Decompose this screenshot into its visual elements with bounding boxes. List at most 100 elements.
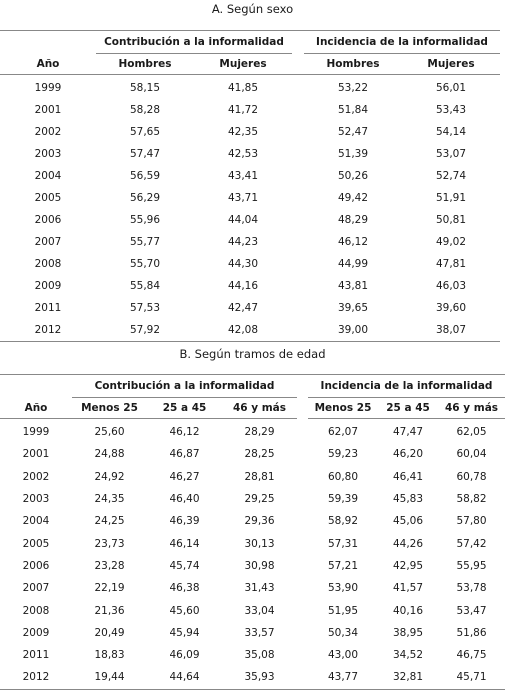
value-cell: 54,14: [435, 126, 467, 138]
table-row: 2011 57,53 42,47 39,65 39,60: [0, 297, 500, 319]
table-row: 2003 24,35 46,40 29,25 59,39 45,83 58,82: [0, 488, 505, 510]
value-cell: 38,95: [392, 626, 424, 639]
value-cell: 46,75: [456, 649, 487, 662]
subheader: 25 a 45: [147, 397, 222, 419]
value-cell: 29,36: [244, 515, 275, 528]
value-cell: 57,42: [456, 537, 487, 550]
year-cell: 2003: [22, 493, 50, 506]
value-cell: 38,07: [435, 324, 467, 336]
year-cell: 2005: [34, 192, 62, 204]
value-cell: 60,78: [456, 470, 487, 483]
value-cell: 55,96: [129, 214, 161, 226]
subheader: Menos 25: [72, 397, 147, 419]
table-row: 2001 24,88 46,87 28,25 59,23 46,20 60,04: [0, 443, 505, 465]
value-cell: 46,12: [169, 426, 200, 439]
table-row: 2009 20,49 45,94 33,57 50,34 38,95 51,86: [0, 622, 505, 644]
value-cell: 53,90: [327, 582, 359, 595]
year-cell: 2006: [34, 214, 62, 226]
group-header-contribution: Contribución a la informalidad: [72, 374, 297, 398]
value-cell: 53,22: [337, 82, 369, 94]
subheader: Menos 25: [308, 397, 378, 419]
value-cell: 46,39: [169, 515, 200, 528]
value-cell: 45,83: [392, 493, 424, 506]
value-cell: 28,29: [244, 426, 275, 439]
value-cell: 39,65: [337, 302, 369, 314]
value-cell: 55,95: [456, 559, 487, 572]
value-cell: 46,41: [392, 470, 424, 483]
table-row: 2005 56,29 43,71 49,42 51,91: [0, 187, 500, 209]
year-cell: 2004: [22, 515, 50, 528]
table-row: 2011 18,83 46,09 35,08 43,00 34,52 46,75: [0, 644, 505, 666]
value-cell: 53,78: [456, 582, 487, 595]
value-cell: 40,16: [392, 604, 424, 617]
value-cell: 32,81: [392, 671, 424, 684]
value-cell: 46,87: [169, 448, 200, 461]
value-cell: 45,71: [456, 671, 487, 684]
value-cell: 42,53: [227, 148, 259, 160]
value-cell: 43,41: [227, 170, 259, 182]
table-row: 2012 19,44 44,64 35,93 43,77 32,81 45,71: [0, 666, 505, 689]
subheader: 25 a 45: [378, 397, 438, 419]
value-cell: 59,39: [327, 493, 359, 506]
year-cell: 2012: [34, 324, 62, 336]
table-by-sex: Contribución a la informalidad Incidenci…: [0, 30, 500, 342]
subheader: Hombres: [96, 53, 194, 75]
value-cell: 42,35: [227, 126, 259, 138]
table-row: 1999 25,60 46,12 28,29 62,07 47,47 62,05: [0, 419, 505, 444]
value-cell: 33,57: [244, 626, 275, 639]
value-cell: 45,06: [392, 515, 424, 528]
value-cell: 22,19: [94, 582, 125, 595]
table-row: 2009 55,84 44,16 43,81 46,03: [0, 275, 500, 297]
value-cell: 41,57: [392, 582, 424, 595]
value-cell: 45,94: [169, 626, 200, 639]
value-cell: 53,43: [435, 104, 467, 116]
value-cell: 57,65: [129, 126, 161, 138]
table-row: 2004 56,59 43,41 50,26 52,74: [0, 165, 500, 187]
group-header-contribution: Contribución a la informalidad: [96, 30, 292, 54]
group-header-incidence: Incidencia de la informalidad: [308, 374, 505, 398]
value-cell: 44,26: [392, 537, 424, 550]
value-cell: 45,74: [169, 559, 200, 572]
section-a-title: A. Según sexo: [211, 2, 294, 16]
value-cell: 53,07: [435, 148, 467, 160]
value-cell: 51,91: [435, 192, 467, 204]
table-body: 1999 58,15 41,85 53,22 56,01 2001 58,28 41,72 51…: [0, 75, 500, 342]
value-cell: 62,05: [456, 426, 487, 439]
year-header: Año: [0, 397, 72, 419]
value-cell: 47,81: [435, 258, 467, 270]
value-cell: 24,35: [94, 493, 125, 506]
value-cell: 21,36: [94, 604, 125, 617]
value-cell: 23,28: [94, 559, 125, 572]
year-cell: 2009: [22, 626, 50, 639]
table-row: 2006 23,28 45,74 30,98 57,21 42,95 55,95: [0, 555, 505, 577]
value-cell: 55,84: [129, 280, 161, 292]
value-cell: 29,25: [244, 493, 275, 506]
value-cell: 56,29: [129, 192, 161, 204]
value-cell: 56,59: [129, 170, 161, 182]
value-cell: 58,82: [456, 493, 487, 506]
value-cell: 52,74: [435, 170, 467, 182]
value-cell: 46,12: [337, 236, 369, 248]
table-row: 2002 57,65 42,35 52,47 54,14: [0, 121, 500, 143]
value-cell: 58,92: [327, 515, 359, 528]
value-cell: 49,42: [337, 192, 369, 204]
year-cell: 2006: [22, 559, 50, 572]
value-cell: 51,86: [456, 626, 487, 639]
value-cell: 46,38: [169, 582, 200, 595]
value-cell: 31,43: [244, 582, 275, 595]
value-cell: 24,25: [94, 515, 125, 528]
value-cell: 55,70: [129, 258, 161, 270]
value-cell: 57,47: [129, 148, 161, 160]
year-cell: 2008: [22, 604, 50, 617]
value-cell: 47,47: [392, 426, 424, 439]
year-cell: 2007: [34, 236, 62, 248]
value-cell: 58,28: [129, 104, 161, 116]
value-cell: 56,01: [435, 82, 467, 94]
table-row: 1999 58,15 41,85 53,22 56,01: [0, 75, 500, 100]
value-cell: 46,27: [169, 470, 200, 483]
value-cell: 35,93: [244, 671, 275, 684]
value-cell: 46,03: [435, 280, 467, 292]
value-cell: 44,23: [227, 236, 259, 248]
value-cell: 52,47: [337, 126, 369, 138]
table-row: 2006 55,96 44,04 48,29 50,81: [0, 209, 500, 231]
